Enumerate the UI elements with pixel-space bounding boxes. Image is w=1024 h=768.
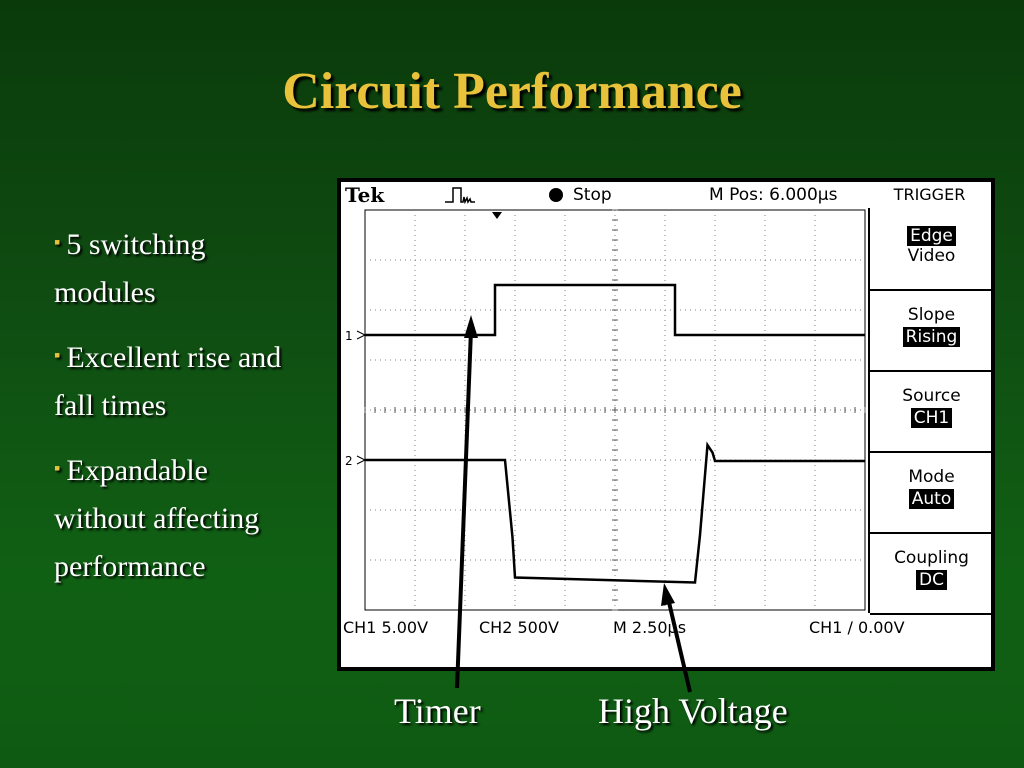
channel-2-marker: 2 (345, 454, 353, 468)
ch2-scale: CH2 500V (479, 618, 559, 637)
bullet-item: ▪ 5 switching modules (54, 218, 354, 317)
trigger-menu: Edge Video Slope Rising Source CH1 Mode … (868, 208, 993, 615)
channel-2-arrow-icon (356, 455, 367, 465)
bullet-text: modules (54, 276, 156, 309)
graticule (364, 209, 866, 611)
bullet-text: fall times (54, 389, 167, 422)
stop-indicator-icon (549, 188, 563, 202)
trigger-position-arrow-icon (492, 212, 502, 219)
bullet-marker-icon: ▪ (54, 458, 61, 478)
bullet-text: Excellent rise and (66, 341, 282, 374)
menu-source-value: CH1 (910, 408, 953, 428)
trigger-menu-title: TRIGGER (893, 185, 966, 204)
menu-slope-label: Slope (907, 305, 956, 325)
horizontal-position: M Pos: 6.000µs (709, 185, 838, 205)
bullet-marker-icon: ▪ (54, 232, 61, 252)
bullet-text: without affecting (54, 502, 260, 535)
bullet-item: ▪ Excellent rise and fall times (54, 331, 354, 430)
acquisition-status: Stop (573, 185, 612, 205)
trigger-level: CH1 ∕ 0.00V (809, 618, 905, 637)
trace-ch2 (365, 441, 865, 584)
bullet-text: performance (54, 550, 206, 583)
menu-mode-label: Mode (908, 467, 955, 487)
pulse-trigger-icon (445, 187, 475, 204)
menu-coupling-label: Coupling (894, 548, 969, 568)
waveform-traces (356, 283, 865, 584)
oscilloscope-screenshot: Tek Stop M Pos: 6.000µs TRIGGER 1 2 Edge… (337, 178, 995, 671)
menu-slope-value: Rising (902, 327, 961, 347)
bullet-marker-icon: ▪ (54, 345, 61, 365)
menu-mode-value: Auto (908, 489, 955, 509)
caption-timer: Timer (394, 691, 481, 731)
bullet-text: Expandable (66, 454, 208, 487)
menu-type[interactable]: Edge Video (870, 208, 993, 287)
channel-1-arrow-icon (356, 330, 367, 340)
channel-1-marker: 1 (345, 329, 353, 343)
bullet-text: 5 switching (66, 228, 206, 261)
timebase: M 2.50µs (613, 618, 687, 637)
ch1-scale: CH1 5.00V (343, 618, 429, 637)
slide-title: Circuit Performance (282, 63, 742, 120)
scope-screen: Tek Stop M Pos: 6.000µs TRIGGER 1 2 Edge… (341, 182, 993, 667)
bullet-item: ▪ Expandable without affecting performance (54, 444, 354, 591)
menu-type-value: Video (907, 246, 956, 266)
caption-high-voltage: High Voltage (598, 691, 788, 731)
menu-coupling[interactable]: Coupling DC (870, 532, 993, 615)
scope-brand: Tek (345, 183, 385, 207)
menu-source-label: Source (902, 386, 961, 406)
bullet-list: ▪ 5 switching modules ▪ Excellent rise and f… (54, 218, 354, 605)
menu-source[interactable]: Source CH1 (870, 370, 993, 451)
menu-slope[interactable]: Slope Rising (870, 289, 993, 370)
menu-coupling-value: DC (916, 570, 947, 590)
menu-mode[interactable]: Mode Auto (870, 451, 993, 532)
menu-type-label: Edge (907, 226, 956, 246)
waveform-plot: 1 2 (345, 209, 866, 611)
